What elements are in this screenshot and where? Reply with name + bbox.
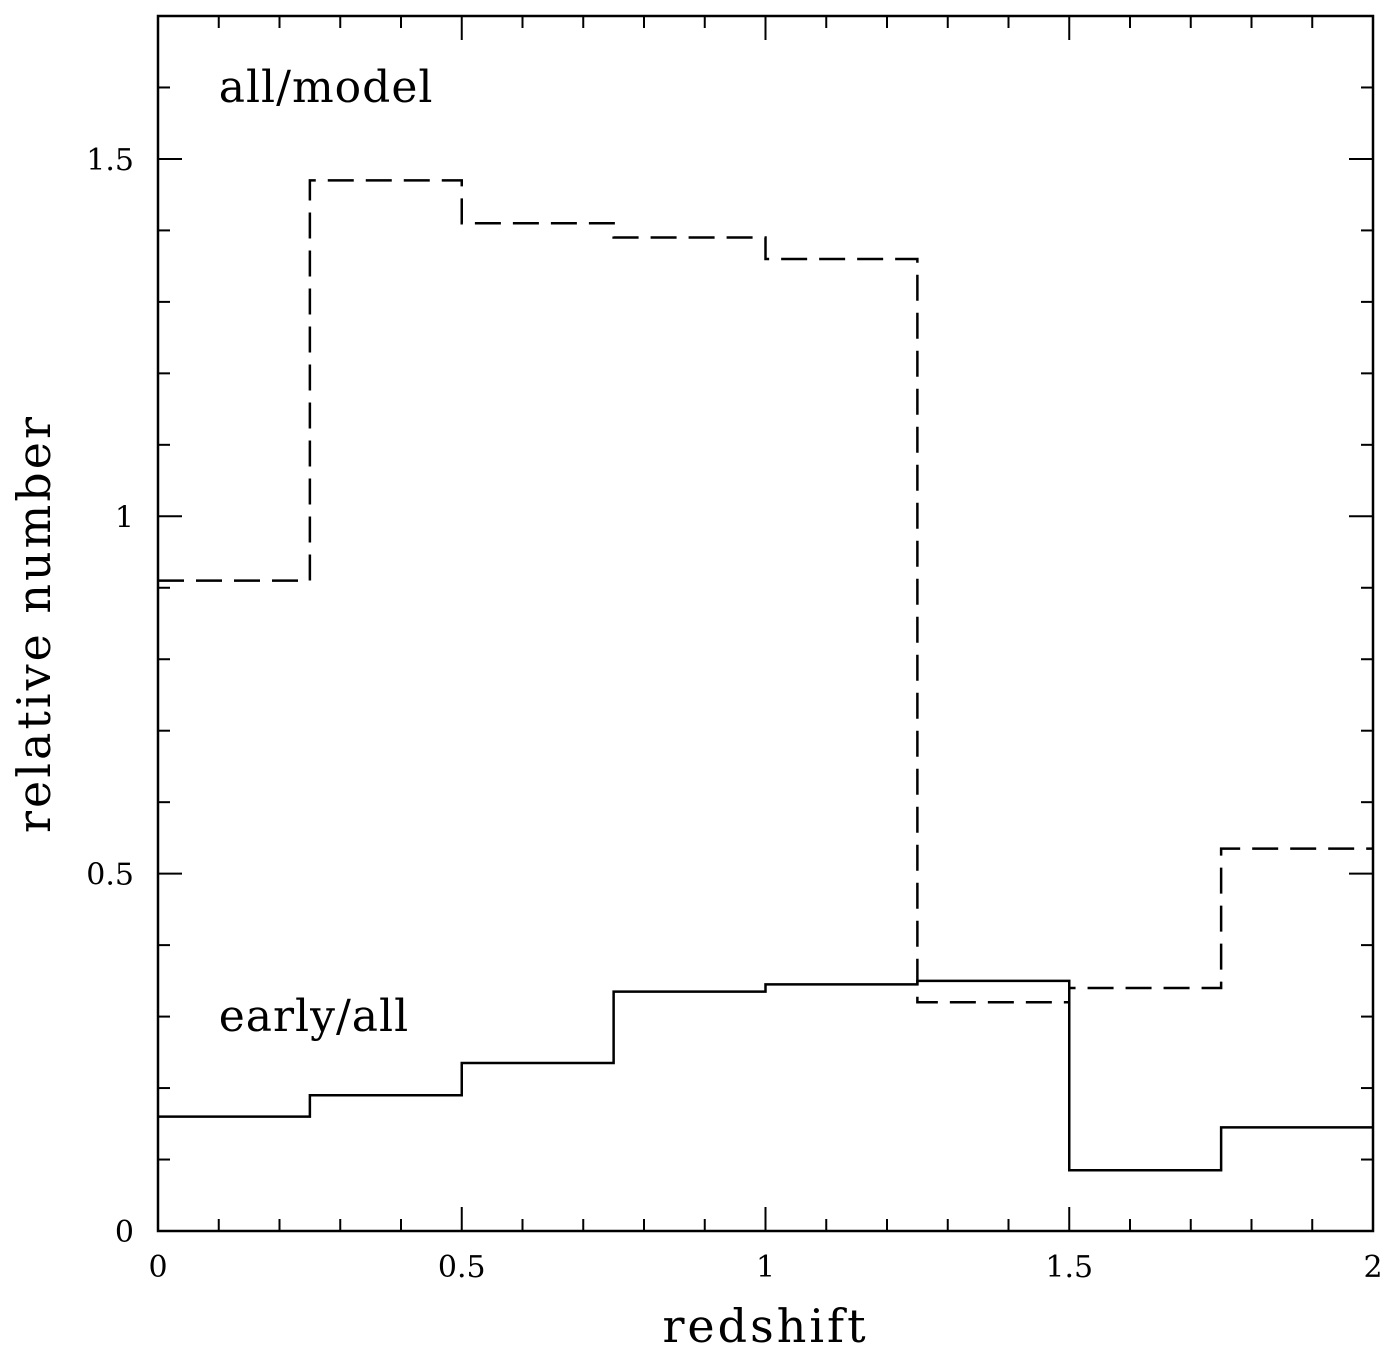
x-tick-label: 2 [1363,1250,1382,1285]
axis-ticks [157,15,1374,1232]
annotation-all-model: all/model [219,62,434,113]
series-group [158,179,1373,1172]
annotation-early-all: early/all [219,991,409,1042]
x-tick-label: 1 [756,1250,775,1285]
y-tick-label: 0.5 [86,858,134,893]
y-tick-label: 0 [115,1215,134,1250]
plot-frame [156,14,1375,1233]
x-tick-label: 1.5 [1045,1250,1093,1285]
series-all-model-line [158,179,1373,1004]
x-tick-label: 0 [148,1250,167,1285]
series-early-all-line [158,979,1373,1172]
x-tick-label: 0.5 [438,1250,486,1285]
tick-labels: 0 0.5 1 1.5 2 0 0.5 1 1.5 [86,143,1382,1285]
x-axis-label: redshift [662,1299,868,1353]
y-tick-label: 1.5 [86,143,134,178]
y-axis-label: relative number [7,414,61,833]
y-tick-label: 1 [115,500,134,535]
